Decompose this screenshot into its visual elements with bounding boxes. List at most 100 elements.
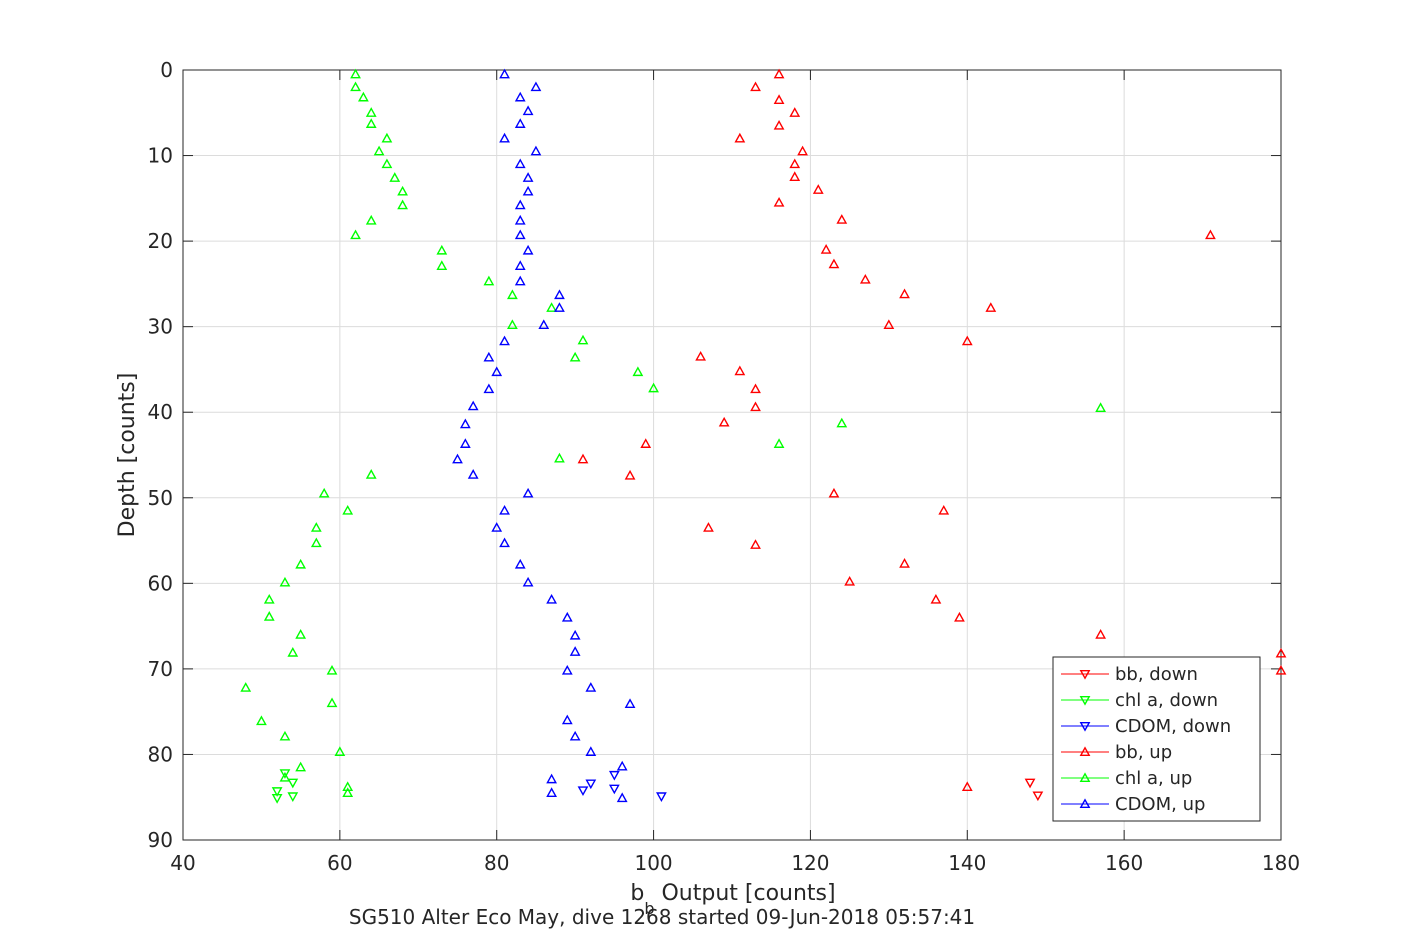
data-point <box>365 118 377 128</box>
data-point <box>514 558 526 569</box>
data-point <box>507 319 518 330</box>
data-point <box>514 199 526 210</box>
x-tick-label: 40 <box>170 851 195 875</box>
data-point <box>467 469 479 479</box>
data-point <box>773 68 785 79</box>
data-point <box>569 730 581 741</box>
data-point <box>483 275 495 286</box>
data-point <box>499 68 510 79</box>
data-point <box>522 487 534 498</box>
series-chl-a-down <box>271 769 299 804</box>
legend: bb, down chl a, down CDOM, down bb, up chl a… <box>1052 656 1261 822</box>
data-point <box>1095 402 1107 413</box>
data-point <box>538 319 550 330</box>
legend-item: bb, down <box>1061 664 1198 685</box>
data-point <box>522 185 534 196</box>
data-point <box>569 629 581 640</box>
data-point <box>640 438 652 448</box>
data-point <box>546 787 558 798</box>
data-point <box>318 487 330 498</box>
x-tick-label: 80 <box>484 851 509 875</box>
data-point <box>789 107 801 117</box>
legend-item: CDOM, up <box>1061 794 1205 815</box>
data-point <box>938 504 950 515</box>
x-tick-label: 100 <box>634 851 672 875</box>
data-point <box>389 172 401 182</box>
x-axis-label-rest: Output [counts] <box>655 881 836 906</box>
data-point <box>522 576 534 587</box>
data-point <box>436 260 448 270</box>
data-point <box>295 558 307 569</box>
data-point <box>789 158 801 169</box>
data-point <box>546 302 558 312</box>
data-point <box>554 289 565 300</box>
data-point <box>844 575 856 586</box>
data-point <box>350 81 361 92</box>
data-point <box>271 794 283 804</box>
data-point <box>561 611 573 622</box>
data-point <box>812 184 824 194</box>
data-point <box>350 229 361 240</box>
y-tick-label: 0 <box>160 58 173 82</box>
data-point <box>381 132 393 143</box>
data-point <box>326 697 338 708</box>
legend-marker <box>1079 721 1091 732</box>
data-point <box>648 382 659 393</box>
data-point <box>624 698 636 709</box>
data-point <box>820 244 832 254</box>
data-point <box>436 244 448 255</box>
data-point <box>514 214 526 225</box>
data-point <box>310 522 322 532</box>
legend-label: chl a, up <box>1115 768 1192 789</box>
data-point <box>342 787 354 798</box>
data-point <box>954 611 965 622</box>
data-point <box>577 453 589 464</box>
legend-marker <box>1079 772 1091 783</box>
series-cdom-up <box>452 68 636 803</box>
data-point <box>750 401 761 412</box>
data-point <box>342 504 354 515</box>
x-axis-label: bb Output [counts] <box>630 881 835 918</box>
legend-item: CDOM, down <box>1061 716 1231 737</box>
data-point <box>703 522 714 532</box>
data-point <box>373 145 385 156</box>
y-tick-label: 20 <box>148 229 173 253</box>
data-point <box>279 769 291 779</box>
data-point <box>585 682 597 692</box>
data-point <box>569 646 581 656</box>
y-tick-label: 40 <box>148 400 173 424</box>
data-point <box>514 229 526 240</box>
data-point <box>522 244 534 255</box>
data-point <box>263 611 275 621</box>
data-point <box>499 537 510 548</box>
legend-label: CDOM, up <box>1115 794 1205 815</box>
data-point <box>310 537 322 548</box>
y-tick-label: 50 <box>148 486 173 510</box>
data-point <box>1275 664 1287 675</box>
legend-label: bb, up <box>1115 742 1172 763</box>
data-point <box>836 417 848 428</box>
data-point <box>1205 229 1216 240</box>
data-point <box>828 258 840 269</box>
series-chl-a-up <box>240 68 1107 798</box>
data-point <box>608 770 620 781</box>
data-point <box>514 260 526 270</box>
dive-caption: SG510 Alter Eco May, dive 1268 started 0… <box>349 905 975 929</box>
x-tick-label: 160 <box>1105 851 1143 875</box>
legend-marker <box>1079 695 1091 706</box>
data-point <box>491 366 503 377</box>
data-point <box>773 196 785 207</box>
series-cdom-down <box>577 770 667 803</box>
data-point <box>514 158 526 169</box>
data-point <box>522 105 534 116</box>
x-tick-label: 120 <box>791 851 829 875</box>
data-point <box>883 319 895 330</box>
data-point <box>1095 629 1107 639</box>
data-point <box>695 350 707 361</box>
data-point <box>365 469 377 479</box>
data-point <box>836 214 848 224</box>
data-point <box>279 576 291 587</box>
data-point <box>554 452 565 463</box>
y-tick-label: 90 <box>148 828 173 852</box>
